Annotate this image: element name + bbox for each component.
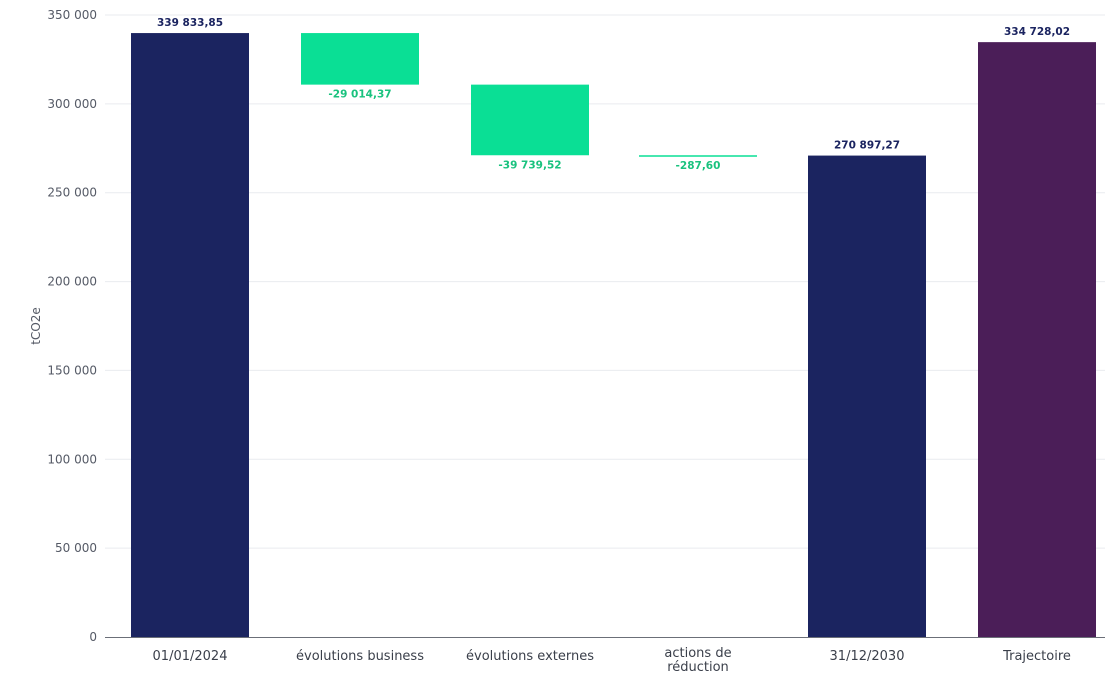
bar <box>301 33 419 85</box>
bars <box>131 33 1096 638</box>
bar <box>639 155 757 157</box>
bar <box>808 155 926 638</box>
gridlines <box>105 14 1105 549</box>
bar <box>978 42 1096 637</box>
x-tick-label: 01/01/2024 <box>153 649 228 664</box>
y-tick-label: 100 000 <box>47 452 97 466</box>
x-tick-label: 31/12/2030 <box>830 649 905 664</box>
y-tick-label: 300 000 <box>47 97 97 111</box>
y-tick-label: 150 000 <box>47 363 97 377</box>
y-tick-label: 0 <box>89 630 97 644</box>
bar <box>471 84 589 156</box>
y-tick-label: 250 000 <box>47 186 97 200</box>
y-tick-label: 350 000 <box>47 8 97 22</box>
x-tick-label: actions de réduction <box>664 646 731 675</box>
x-tick-label: Trajectoire <box>1002 649 1071 664</box>
data-label: 334 728,02 <box>1004 26 1070 38</box>
y-axis-label: tCO2e <box>29 307 43 345</box>
y-tick-label: 50 000 <box>55 541 97 555</box>
data-label: -29 014,37 <box>328 89 391 101</box>
data-label: -287,60 <box>676 160 721 172</box>
x-axis-categories: 01/01/2024 évolutions business évolutions … <box>153 646 1071 675</box>
x-tick-label: évolutions business <box>296 649 424 664</box>
bar <box>131 33 249 637</box>
x-tick-label: évolutions externes <box>466 649 594 664</box>
data-label: 339 833,85 <box>157 17 223 29</box>
data-label: 270 897,27 <box>834 140 900 152</box>
y-axis-ticks: 0 50 000 100 000 150 000 200 000 250 000 300 0… <box>47 8 97 644</box>
data-labels: 339 833,85 -29 014,37 -39 739,52 -287,60 270… <box>157 17 1070 172</box>
y-tick-label: 200 000 <box>47 275 97 289</box>
data-label: -39 739,52 <box>498 159 561 171</box>
